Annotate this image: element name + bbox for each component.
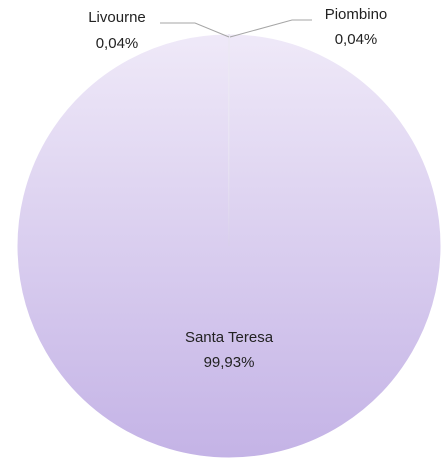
slice-label-livourne: Livourne [88,9,146,26]
pie-slices [16,33,442,459]
slice-value-santa-teresa: 99,93% [204,354,255,371]
leader-line-piombino [229,19,312,38]
leader-line-livourne [160,22,230,38]
slice-label-santa-teresa: Santa Teresa [185,329,274,346]
slice-value-livourne: 0,04% [96,35,139,52]
slice-label-piombino: Piombino [325,6,388,23]
slice-value-piombino: 0,04% [335,31,378,48]
